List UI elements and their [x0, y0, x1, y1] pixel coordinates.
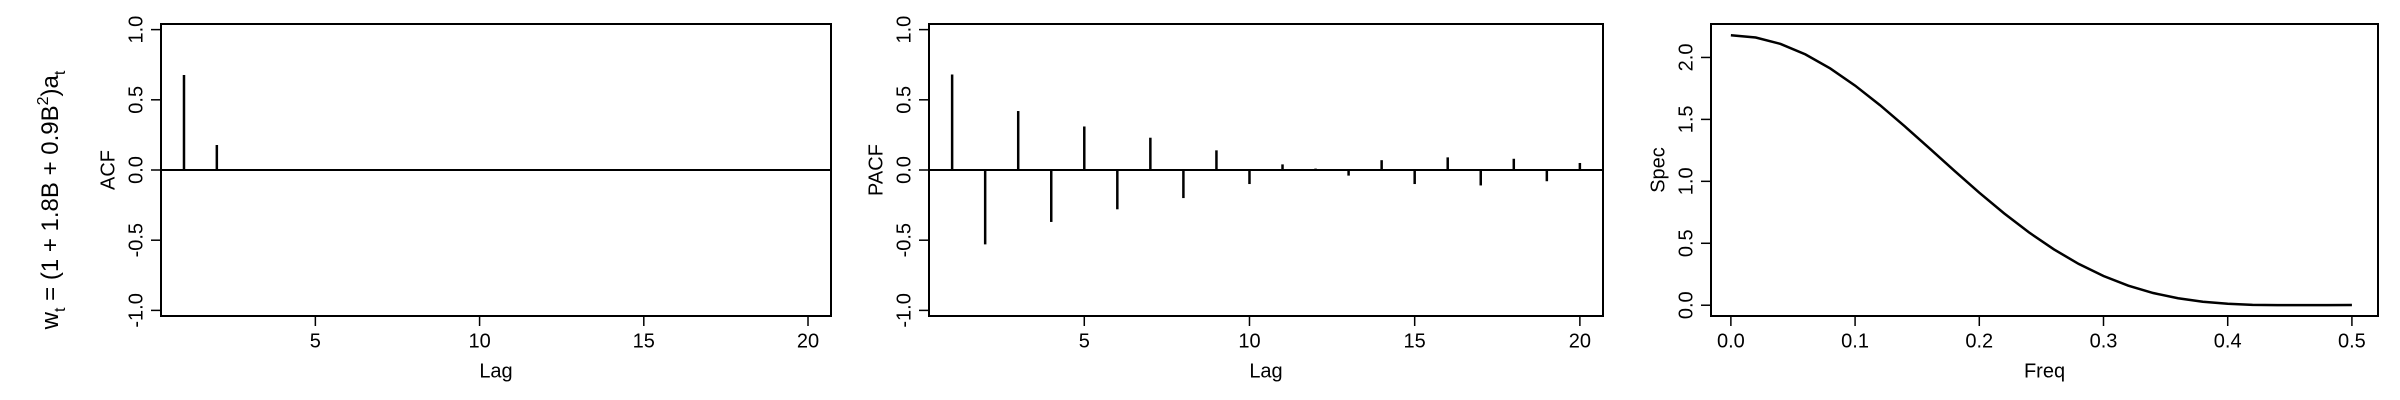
- y-axis-label: Spec: [1647, 147, 1669, 193]
- x-tick-label: 0.3: [2090, 330, 2118, 352]
- y-tick-label: -1.0: [893, 293, 915, 327]
- x-axis-label: Lag: [1249, 360, 1282, 382]
- annotation-part: t: [52, 307, 69, 312]
- y-tick-label: 0.0: [893, 156, 915, 184]
- annotation-part: t: [52, 70, 69, 75]
- x-tick-label: 0.1: [1841, 330, 1869, 352]
- y-tick-label: -1.0: [125, 293, 147, 327]
- x-tick-label: 0.5: [2338, 330, 2366, 352]
- x-tick-label: 15: [633, 330, 655, 352]
- x-tick-label: 0.4: [2214, 330, 2242, 352]
- x-tick-label: 5: [310, 330, 321, 352]
- y-tick-label: 0.0: [1675, 291, 1697, 319]
- annotation-part: )a: [37, 74, 64, 96]
- y-tick-label: 0.5: [893, 86, 915, 114]
- y-axis-label: ACF: [97, 150, 119, 190]
- x-axis-label: Freq: [2024, 360, 2065, 382]
- plot-frame: [1710, 23, 2379, 317]
- y-tick-label: 2.0: [1675, 44, 1697, 72]
- y-tick-label: 1.0: [893, 16, 915, 44]
- y-tick-label: -0.5: [125, 223, 147, 257]
- x-tick-label: 10: [1238, 330, 1260, 352]
- annotation-part: w: [37, 311, 64, 330]
- x-axis-label: Lag: [479, 360, 512, 382]
- annotation-part: 2: [35, 96, 52, 105]
- y-tick-label: -0.5: [893, 223, 915, 257]
- y-tick-label: 0.5: [1675, 229, 1697, 257]
- y-tick-label: 1.0: [125, 16, 147, 44]
- x-tick-label: 10: [468, 330, 490, 352]
- x-tick-label: 0.0: [1717, 330, 1745, 352]
- y-tick-label: 1.5: [1675, 105, 1697, 133]
- y-tick-label: 0.0: [125, 156, 147, 184]
- spectrum-line: [1730, 34, 2352, 307]
- x-tick-label: 5: [1079, 330, 1090, 352]
- x-tick-label: 0.2: [1965, 330, 1993, 352]
- y-axis-label: PACF: [865, 144, 887, 196]
- model-annotation: wt = (1 + 1.8B + 0.9B2)at: [35, 70, 69, 330]
- x-tick-label: 15: [1404, 330, 1426, 352]
- y-tick-label: 1.0: [1675, 167, 1697, 195]
- x-tick-label: 20: [1569, 330, 1591, 352]
- y-tick-label: 0.5: [125, 86, 147, 114]
- x-tick-label: 20: [797, 330, 819, 352]
- annotation-part: = (1 + 1.8B + 0.9B: [37, 105, 64, 307]
